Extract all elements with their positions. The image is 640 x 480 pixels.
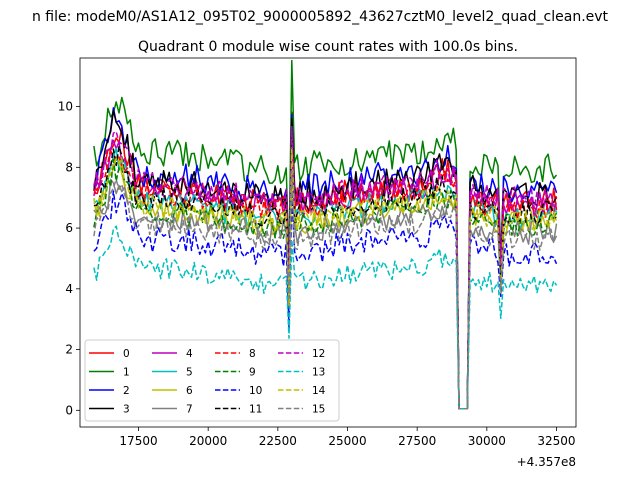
series-line-13 (93, 225, 558, 410)
x-tick-label: 22500 (259, 434, 297, 448)
legend-label-6: 6 (186, 385, 193, 397)
x-tick-label: 32500 (537, 434, 575, 448)
legend-label-1: 1 (123, 367, 130, 379)
series-line-12 (93, 127, 558, 410)
legend-label-11: 11 (249, 404, 262, 416)
legend-label-14: 14 (312, 385, 326, 397)
y-tick-label: 6 (65, 221, 73, 235)
x-axis: 17500 20000 22500 25000 27500 30000 32500 (119, 427, 576, 448)
legend-label-2: 2 (123, 385, 130, 397)
legend-label-5: 5 (186, 367, 193, 379)
x-tick-label: 17500 (119, 434, 157, 448)
y-tick-label: 4 (65, 282, 73, 296)
series-layer (93, 59, 558, 410)
x-tick-label: 25000 (328, 434, 366, 448)
x-offset-label: +4.357e8 (517, 455, 576, 469)
legend-frame (84, 339, 340, 422)
legend-label-13: 13 (312, 367, 325, 379)
legend-label-7: 7 (186, 404, 193, 416)
y-tick-label: 10 (58, 100, 73, 114)
legend-label-4: 4 (186, 348, 193, 360)
legend-label-12: 12 (312, 348, 325, 360)
legend-label-10: 10 (249, 385, 262, 397)
legend-label-15: 15 (312, 404, 325, 416)
series-line-1 (93, 59, 558, 410)
y-tick-label: 8 (65, 160, 73, 174)
y-tick-label: 0 (65, 403, 73, 417)
legend-label-8: 8 (249, 348, 256, 360)
series-line-3 (93, 109, 558, 410)
plot-frame (79, 57, 577, 428)
y-axis: 0 2 4 6 8 10 (58, 100, 80, 417)
chart-suptitle: n file: modeM0/AS1A12_095T02_9000005892_… (32, 9, 609, 25)
x-tick-label: 20000 (189, 434, 227, 448)
x-tick-label: 30000 (468, 434, 506, 448)
series-line-15 (93, 170, 558, 410)
legend-label-0: 0 (123, 348, 130, 360)
legend-label-3: 3 (123, 404, 130, 416)
y-tick-label: 2 (65, 343, 73, 357)
legend-label-9: 9 (249, 367, 256, 379)
series-line-14 (93, 148, 558, 410)
series-line-10 (93, 190, 558, 410)
chart-title: Quadrant 0 module wise count rates with … (138, 39, 518, 55)
x-tick-label: 27500 (398, 434, 436, 448)
